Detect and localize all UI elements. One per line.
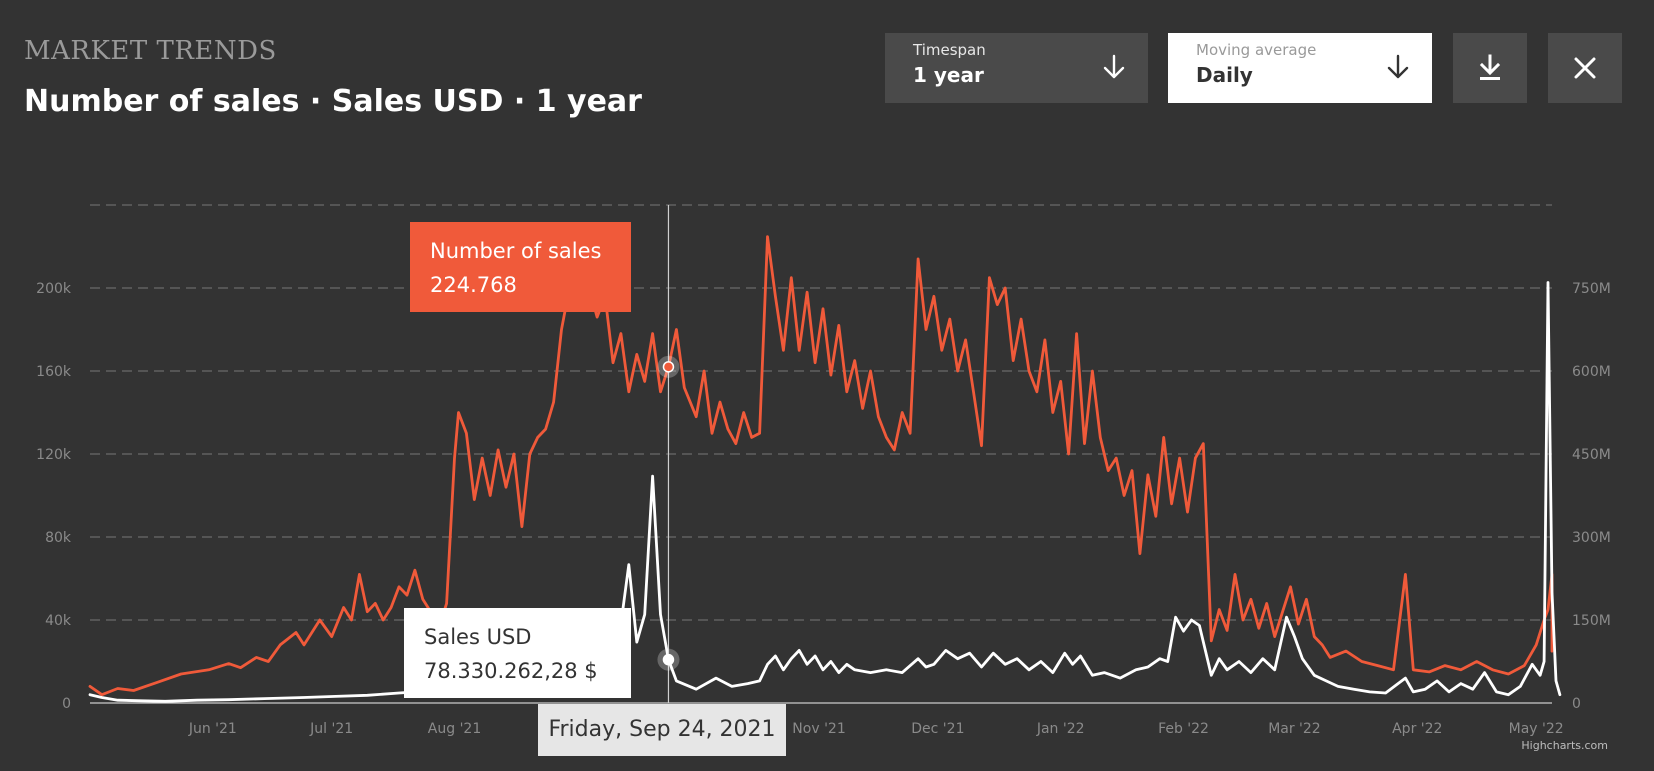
highcharts-credit[interactable]: Highcharts.com: [1521, 739, 1608, 752]
x-tick-label: May '22: [1509, 721, 1564, 737]
sales-tooltip: Number of sales 224.768: [410, 222, 631, 312]
usd-tooltip: Sales USD 78.330.262,28 $: [404, 608, 631, 698]
y-left-tick-label: 160k: [36, 364, 72, 380]
x-tick-label: Jun '21: [188, 721, 237, 737]
crosshair-date-label: Friday, Sep 24, 2021: [538, 704, 786, 756]
y-left-tick-label: 0: [62, 696, 71, 712]
sales-usd-series-line[interactable]: [88, 281, 1562, 703]
x-tick-label: Aug '21: [428, 721, 481, 737]
usd-tooltip-value: 78.330.262,28 $: [424, 659, 598, 683]
hover-marker: [662, 361, 675, 373]
section-kicker: MARKET TRENDS: [24, 36, 277, 66]
x-tick-label: Feb '22: [1158, 721, 1209, 737]
y-left-tick-label: 80k: [45, 530, 72, 546]
x-tick-label: Apr '22: [1392, 721, 1442, 737]
sales-tooltip-value: 224.768: [430, 273, 517, 297]
usd-tooltip-series: Sales USD: [424, 625, 532, 649]
timespan-dropdown[interactable]: Timespan 1 year: [885, 33, 1148, 103]
y-left-tick-label: 40k: [45, 613, 72, 629]
timespan-value: 1 year: [913, 63, 984, 87]
y-right-tick-label: 0: [1572, 696, 1581, 712]
arrow-down-icon: [1387, 54, 1409, 79]
y-left-tick-label: 200k: [36, 281, 72, 297]
y-right-tick-label: 750M: [1572, 281, 1611, 297]
download-icon: [1479, 54, 1501, 80]
page-title: Number of sales · Sales USD · 1 year: [24, 84, 642, 119]
x-tick-label: Jan '22: [1036, 721, 1085, 737]
moving-average-value: Daily: [1196, 63, 1253, 87]
x-tick-label: Nov '21: [792, 721, 845, 737]
sales-tooltip-series: Number of sales: [430, 239, 602, 263]
number-of-sales-series-line[interactable]: [88, 235, 1554, 697]
moving-average-dropdown[interactable]: Moving average Daily: [1168, 33, 1432, 103]
y-right-tick-label: 150M: [1572, 613, 1611, 629]
moving-average-label: Moving average: [1196, 41, 1317, 59]
close-button[interactable]: [1548, 33, 1622, 103]
y-left-tick-label: 120k: [36, 447, 72, 463]
close-icon: [1574, 57, 1596, 79]
x-tick-label: Dec '21: [911, 721, 964, 737]
hover-marker: [662, 653, 675, 666]
y-right-tick-label: 300M: [1572, 530, 1611, 546]
x-tick-label: Mar '22: [1268, 721, 1321, 737]
download-button[interactable]: [1453, 33, 1527, 103]
y-right-tick-label: 450M: [1572, 447, 1611, 463]
timespan-label: Timespan: [913, 41, 986, 59]
y-right-tick-label: 600M: [1572, 364, 1611, 380]
x-tick-label: Jul '21: [309, 721, 353, 737]
arrow-down-icon: [1103, 54, 1125, 79]
